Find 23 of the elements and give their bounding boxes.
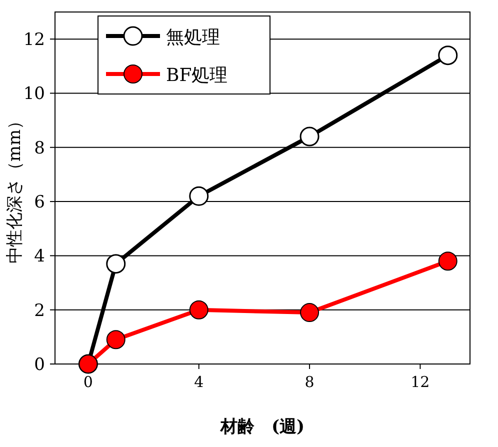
y-tick-label: 12 (23, 30, 45, 50)
point (189, 300, 208, 320)
point (106, 330, 126, 350)
point (300, 126, 320, 146)
x-tick-label: 12 (410, 373, 430, 391)
y-tick-label: 8 (34, 138, 45, 158)
point (438, 46, 458, 66)
point (106, 254, 126, 274)
y-axis-title: 中性化深さ（mm） (5, 112, 25, 264)
y-tick-label: 6 (34, 192, 45, 213)
x-tick-label: 8 (304, 373, 314, 391)
y-tick-label: 2 (34, 300, 45, 321)
legend-label: 無処理 (166, 27, 220, 48)
x-tick-label: 4 (194, 373, 204, 391)
legend-label: BF処理 (166, 65, 228, 86)
y-tick-label: 0 (34, 355, 45, 375)
point (300, 303, 320, 322)
y-tick-label: 4 (34, 246, 45, 267)
point (438, 252, 458, 271)
y-tick-label: 10 (23, 84, 45, 104)
x-axis-title: 材齢 (週) (219, 417, 305, 437)
x-tick-label: 0 (83, 373, 93, 391)
point (189, 186, 209, 206)
